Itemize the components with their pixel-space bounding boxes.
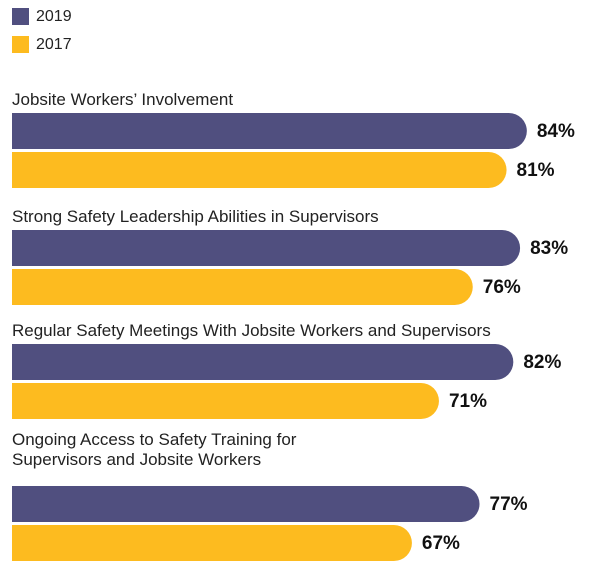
bar [12, 269, 473, 305]
legend-swatch [12, 8, 29, 25]
legend-label: 2019 [36, 8, 72, 25]
category-label: Ongoing Access to Safety Training for Su… [12, 430, 297, 469]
bar [12, 152, 507, 188]
value-label: 76% [483, 277, 521, 298]
value-label: 81% [517, 160, 555, 181]
value-label: 77% [490, 494, 528, 515]
bar [12, 525, 412, 561]
value-label: 83% [530, 238, 568, 259]
category-label: Strong Safety Leadership Abilities in Su… [12, 207, 379, 226]
value-label: 67% [422, 533, 460, 554]
value-label: 82% [523, 352, 561, 373]
value-label: 84% [537, 121, 575, 142]
bar [12, 486, 480, 522]
value-label: 71% [449, 391, 487, 412]
bar [12, 383, 439, 419]
bar [12, 230, 521, 266]
category-label: Regular Safety Meetings With Jobsite Wor… [12, 321, 491, 340]
category-label: Jobsite Workers’ Involvement [12, 90, 234, 109]
bar [12, 344, 514, 380]
legend-swatch [12, 36, 29, 53]
legend-label: 2017 [36, 36, 72, 53]
bar [12, 113, 527, 149]
